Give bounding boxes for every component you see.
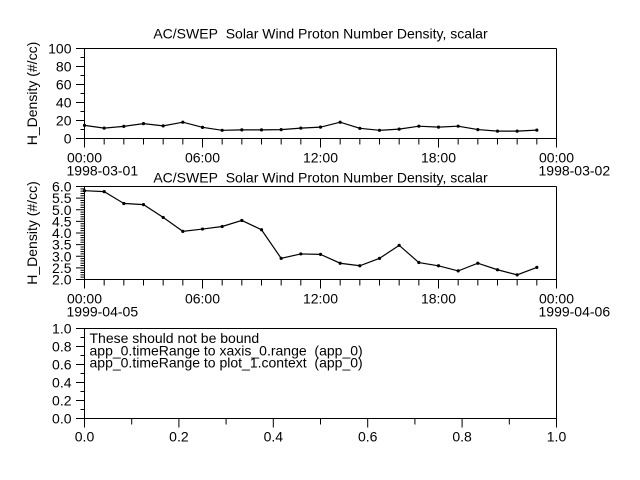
svg-text:1998-03-02: 1998-03-02: [539, 163, 611, 179]
svg-text:6.0: 6.0: [52, 179, 72, 195]
svg-text:0: 0: [64, 131, 72, 147]
svg-text:0.2: 0.2: [169, 429, 189, 445]
svg-text:60: 60: [56, 77, 72, 93]
svg-text:0.6: 0.6: [52, 357, 72, 373]
svg-text:2.5: 2.5: [52, 260, 72, 276]
svg-text:00:00: 00:00: [539, 150, 574, 166]
svg-text:40: 40: [56, 95, 72, 111]
svg-text:06:00: 06:00: [185, 150, 220, 166]
svg-text:12:00: 12:00: [303, 291, 338, 307]
svg-text:app_0.timeRange to xaxis_0.ran: app_0.timeRange to xaxis_0.range (app_0): [90, 342, 363, 358]
svg-text:4.5: 4.5: [52, 213, 72, 229]
svg-text:AC/SWEP Solar Wind Proton Num: AC/SWEP Solar Wind Proton Number Density…: [153, 169, 488, 185]
svg-text:0.8: 0.8: [452, 429, 472, 445]
svg-text:1998-03-01: 1998-03-01: [67, 163, 139, 179]
svg-text:app_0.timeRange to plot_1.cont: app_0.timeRange to plot_1.context (app_0…: [90, 355, 363, 371]
svg-text:0.0: 0.0: [52, 411, 72, 427]
svg-text:3.5: 3.5: [52, 237, 72, 253]
svg-text:H_Density (#/cc): H_Density (#/cc): [24, 42, 40, 145]
svg-text:00:00: 00:00: [539, 291, 574, 307]
svg-text:4.0: 4.0: [52, 225, 72, 241]
svg-text:AC/SWEP Solar Wind Proton Num: AC/SWEP Solar Wind Proton Number Density…: [153, 25, 488, 41]
svg-text:1.0: 1.0: [52, 321, 72, 337]
svg-text:H_Density (#/cc): H_Density (#/cc): [24, 181, 40, 284]
svg-text:2.0: 2.0: [52, 272, 72, 288]
svg-text:00:00: 00:00: [67, 291, 102, 307]
svg-text:0.2: 0.2: [52, 393, 72, 409]
svg-text:100: 100: [48, 41, 72, 57]
svg-text:0.8: 0.8: [52, 339, 72, 355]
svg-text:3.0: 3.0: [52, 248, 72, 264]
svg-text:1999-04-05: 1999-04-05: [67, 304, 139, 320]
svg-text:00:00: 00:00: [67, 150, 102, 166]
svg-text:5.0: 5.0: [52, 202, 72, 218]
svg-text:5.5: 5.5: [52, 190, 72, 206]
svg-text:18:00: 18:00: [421, 150, 456, 166]
svg-text:06:00: 06:00: [185, 291, 220, 307]
svg-text:80: 80: [56, 59, 72, 75]
svg-text:18:00: 18:00: [421, 291, 456, 307]
svg-text:0.4: 0.4: [52, 375, 72, 391]
svg-text:0.0: 0.0: [75, 429, 95, 445]
svg-text:20: 20: [56, 113, 72, 129]
svg-text:0.6: 0.6: [358, 429, 378, 445]
svg-text:These should not be bound: These should not be bound: [90, 330, 260, 346]
svg-text:0.4: 0.4: [264, 429, 284, 445]
svg-text:1.0: 1.0: [547, 429, 567, 445]
svg-text:12:00: 12:00: [303, 150, 338, 166]
svg-text:1999-04-06: 1999-04-06: [539, 304, 611, 320]
